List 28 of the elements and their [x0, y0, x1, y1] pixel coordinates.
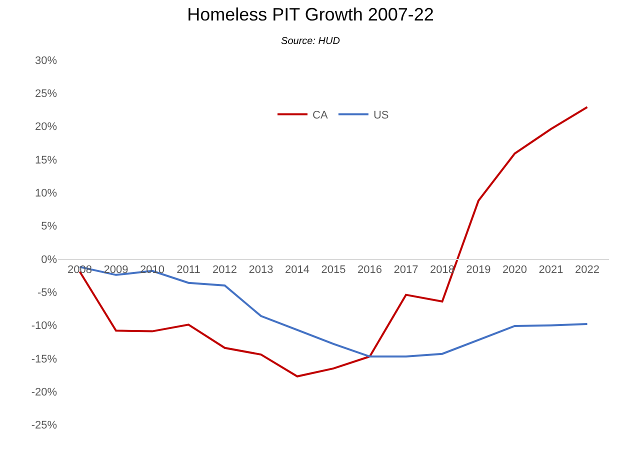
x-tick-label: 2013 [248, 264, 274, 276]
legend-label: CA [312, 110, 328, 122]
x-tick-label: 2020 [502, 264, 527, 276]
x-tick-label: 2016 [358, 264, 382, 276]
y-tick-label: 0% [41, 254, 58, 266]
y-tick-label: 20% [34, 121, 58, 134]
x-tick-label: 2014 [285, 264, 310, 276]
y-tick-label: 15% [34, 154, 58, 166]
legend-label: US [373, 110, 389, 122]
y-tick-label: -25% [31, 420, 58, 432]
x-tick-label: 2022 [575, 264, 600, 276]
x-tick-label: 2011 [176, 264, 200, 276]
x-tick-label: 2017 [394, 264, 418, 276]
x-tick-label: 2012 [212, 264, 237, 276]
x-tick-label: 2008 [68, 264, 92, 276]
chart-subtitle: Source: HUD [281, 36, 340, 48]
y-tick-label: -10% [31, 320, 58, 332]
chart-title: Homeless PIT Growth 2007-22 [187, 4, 434, 25]
y-tick-label: -15% [31, 353, 58, 366]
y-tick-label: -20% [31, 386, 58, 399]
y-tick-label: 5% [41, 220, 58, 233]
y-tick-label: -5% [37, 287, 58, 300]
y-tick-label: 10% [34, 188, 58, 200]
x-tick-label: 2021 [538, 264, 564, 276]
y-tick-label: 25% [34, 88, 58, 100]
x-tick-label: 2019 [466, 264, 491, 276]
x-tick-label: 2015 [321, 264, 346, 276]
y-tick-label: 30% [34, 54, 58, 67]
